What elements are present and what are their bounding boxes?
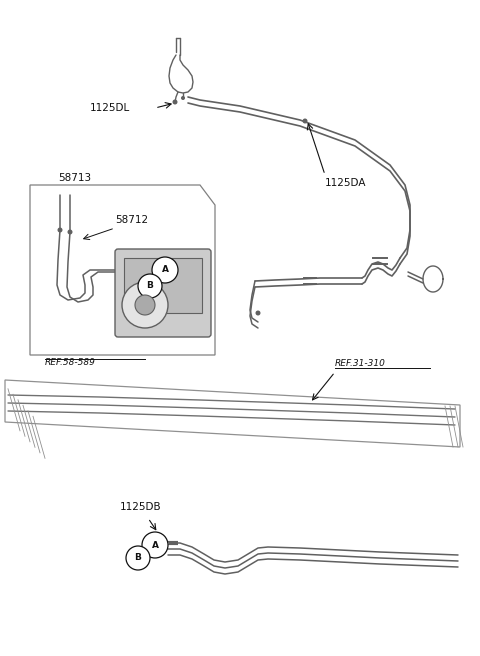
Text: B: B — [146, 281, 154, 291]
Circle shape — [152, 257, 178, 283]
Text: 1125DA: 1125DA — [325, 178, 367, 188]
Text: A: A — [152, 541, 158, 550]
Circle shape — [302, 119, 308, 123]
Circle shape — [168, 541, 172, 545]
Circle shape — [58, 228, 62, 232]
Circle shape — [142, 532, 168, 558]
Text: B: B — [134, 554, 142, 562]
Text: 58713: 58713 — [58, 173, 91, 183]
Circle shape — [172, 100, 178, 104]
Circle shape — [138, 274, 162, 298]
Text: REF.58-589: REF.58-589 — [45, 358, 96, 367]
Circle shape — [68, 230, 72, 234]
Circle shape — [126, 546, 150, 570]
Text: REF.31-310: REF.31-310 — [335, 359, 386, 368]
Text: 1125DL: 1125DL — [90, 103, 130, 113]
FancyBboxPatch shape — [115, 249, 211, 337]
Circle shape — [135, 295, 155, 315]
Text: A: A — [161, 266, 168, 274]
Circle shape — [181, 96, 185, 100]
Text: 58712: 58712 — [115, 215, 148, 225]
Text: 1125DB: 1125DB — [120, 502, 162, 512]
Circle shape — [255, 310, 261, 316]
Circle shape — [122, 282, 168, 328]
FancyBboxPatch shape — [124, 258, 202, 313]
